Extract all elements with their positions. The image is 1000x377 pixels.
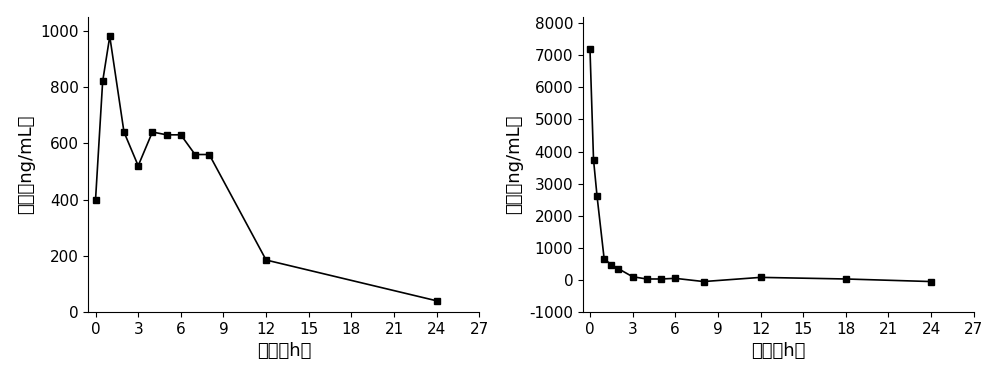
Y-axis label: 浓度（ng/mL）: 浓度（ng/mL） bbox=[506, 115, 524, 214]
Y-axis label: 浓度（ng/mL）: 浓度（ng/mL） bbox=[17, 115, 35, 214]
X-axis label: 时间（h）: 时间（h） bbox=[257, 342, 311, 360]
X-axis label: 时间（h）: 时间（h） bbox=[751, 342, 805, 360]
